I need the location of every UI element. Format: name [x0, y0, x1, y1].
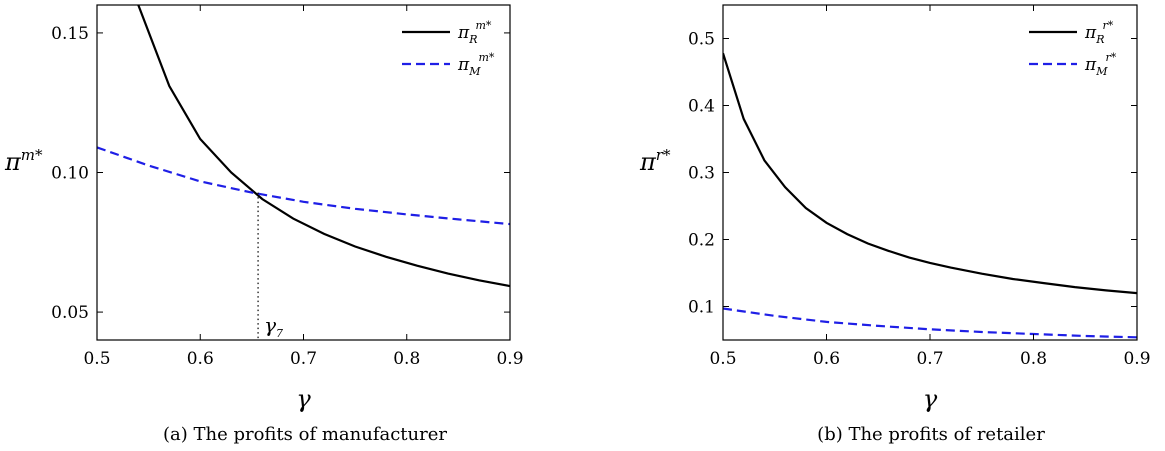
y-tick-label: 0.3 [688, 164, 715, 184]
y-tick-label: 0.4 [688, 97, 715, 117]
x-tick-label: 0.8 [393, 349, 420, 369]
y-axis-label-base: π [639, 148, 657, 176]
gamma7-base: γ [264, 313, 276, 337]
x-tick-label: 0.8 [1020, 349, 1047, 369]
legend-base: π [457, 23, 470, 43]
y-axis-label: πr* [639, 146, 671, 176]
chart-panel-1: 0.5 0.6 0.7 0.8 0.90.10.20.30.40.5γπr*πRr*πM… [639, 4, 1151, 445]
x-tick-label: 0.7 [290, 349, 317, 369]
y-tick-label: 0.15 [51, 24, 89, 44]
x-tick-label: 0.6 [813, 349, 840, 369]
series-line-1 [97, 146, 510, 226]
x-tick-label: 0.6 [187, 349, 214, 369]
legend-sup: r* [1105, 51, 1116, 64]
legend-base: π [1084, 55, 1097, 75]
legend-base: π [1084, 23, 1097, 43]
legend-sub: R [1095, 33, 1104, 46]
y-tick-label: 0.1 [688, 298, 715, 318]
legend-sup: m* [475, 19, 491, 32]
x-tick-label: 0.9 [496, 349, 523, 369]
legend-label-0: πRr* [1084, 19, 1114, 46]
y-tick-label: 0.2 [688, 231, 715, 251]
y-axis-label: πm* [4, 146, 43, 176]
legend-label-1: πMr* [1084, 51, 1117, 78]
series-line-0 [137, 5, 510, 288]
series-line-1 [723, 307, 1137, 339]
legend-sup: m* [478, 51, 494, 64]
y-axis-label-base: π [4, 148, 22, 176]
legend-sub: M [1095, 65, 1108, 78]
x-tick-label: 0.7 [916, 349, 943, 369]
legend-base: π [457, 55, 470, 75]
y-tick-label: 0.05 [51, 303, 89, 323]
gamma7-sub: 7 [276, 327, 283, 340]
y-axis-label-sup: r* [656, 146, 671, 164]
gamma7-label: γ7 [264, 313, 283, 340]
y-tick-label: 0.5 [688, 30, 715, 50]
series-line-0 [723, 52, 1137, 295]
x-tick-label: 0.5 [709, 349, 736, 369]
legend-label-0: πRm* [457, 19, 492, 46]
x-tick-label: 0.9 [1123, 349, 1150, 369]
figure-caption: (a) The profits of manufacturer [163, 424, 447, 445]
chart-panel-0: γ70.5 0.6 0.7 0.8 0.90.050.100.15γπm*πRm*πMm… [4, 4, 524, 445]
plot-frame [722, 4, 1138, 341]
x-tick-label: 0.5 [83, 349, 110, 369]
legend-sub: R [468, 33, 477, 46]
legend-sub: M [468, 65, 481, 78]
legend-label-1: πMm* [457, 51, 495, 78]
plot-frame [96, 4, 511, 341]
x-axis-label: γ [923, 385, 938, 413]
y-axis-label-sup: m* [21, 146, 43, 164]
y-tick-label: 0.10 [51, 164, 89, 184]
legend-sup: r* [1102, 19, 1113, 32]
figure-caption: (b) The profits of retailer [817, 424, 1045, 445]
x-axis-label: γ [296, 385, 311, 413]
